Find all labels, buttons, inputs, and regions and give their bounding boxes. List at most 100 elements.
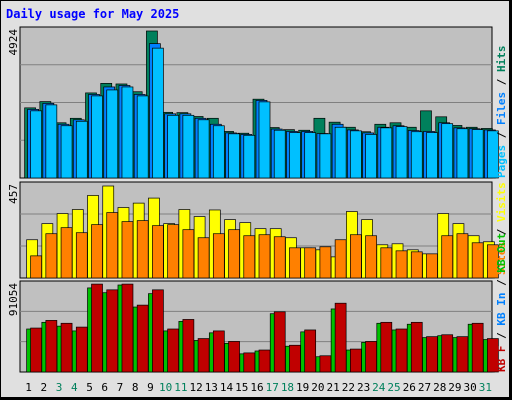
bar-sites-14 [228,229,240,279]
bar-sites-26 [410,251,423,279]
x-tick-label-17: 17 [266,381,279,394]
bar-pages-22 [350,130,362,179]
bar-kb-out-2 [45,320,58,373]
bar-pages-20 [319,133,332,179]
bar-pages-23 [365,134,377,179]
bar-kb-out-8 [136,304,149,373]
bar-pages-15 [243,134,256,179]
bar-pages-3 [60,125,73,179]
bar-kb-out-20 [319,355,332,373]
bar-kb-out-14 [228,341,240,373]
bar-pages-12 [197,119,210,179]
x-tick-label-23: 23 [357,381,370,394]
bar-kb-out-1 [30,327,42,373]
bar-sites-23 [365,235,377,279]
legend-kb: KB F / KB In / KB Out [495,233,508,372]
x-tick-label-19: 19 [296,381,309,394]
ymax-label-hits-files-pages: 4924 [7,29,20,56]
bar-kb-out-13 [212,330,225,373]
bar-sites-1 [30,255,42,279]
bar-pages-18 [289,132,301,179]
bar-sites-4 [75,232,88,279]
bar-kb-out-19 [304,329,317,373]
legend-item-kb-out: KB Out [495,233,508,273]
x-tick-label-15: 15 [235,381,248,394]
bar-sites-22 [350,234,362,279]
legend-hits-files-pages: Pages / Files / Hits [495,46,508,179]
x-tick-label-7: 7 [117,381,124,394]
x-tick-label-14: 14 [220,381,234,394]
bar-kb-out-7 [121,283,134,373]
x-tick-label-3: 3 [56,381,63,394]
bar-sites-3 [60,227,73,279]
bar-kb-out-15 [243,352,256,373]
bar-pages-26 [410,131,423,179]
legend-item-sites: Sites [495,242,508,275]
x-tick-label-27: 27 [418,381,431,394]
bar-sites-15 [243,235,256,279]
bar-sites-27 [426,253,438,279]
bar-kb-out-6 [106,289,119,373]
bar-sites-5 [91,224,103,279]
bar-kb-out-31 [487,338,499,373]
bar-sites-9 [152,225,164,279]
bar-pages-9 [152,47,164,179]
bar-sites-28 [441,235,454,279]
bar-sites-17 [273,236,286,279]
bar-pages-31 [487,130,499,179]
x-tick-label-13: 13 [205,381,218,394]
bar-kb-out-27 [426,336,438,373]
bar-sites-24 [380,247,393,279]
bar-pages-21 [334,126,347,179]
bar-pages-10 [167,114,179,179]
x-tick-label-24: 24 [372,381,386,394]
bar-pages-16 [258,101,271,179]
bar-sites-19 [304,247,317,279]
bar-sites-8 [136,220,149,279]
bar-sites-18 [289,247,301,279]
x-tick-label-21: 21 [327,381,340,394]
bar-kb-out-18 [289,344,301,373]
x-tick-label-25: 25 [387,381,400,394]
x-tick-label-1: 1 [25,381,32,394]
bar-pages-2 [45,104,58,179]
bar-kb-out-30 [471,322,484,373]
x-tick-label-22: 22 [342,381,355,394]
bar-kb-out-25 [395,328,408,373]
bar-sites-2 [45,233,58,279]
bar-kb-out-4 [75,326,88,373]
bar-sites-10 [167,224,179,279]
bar-kb-out-9 [152,289,164,373]
bar-pages-5 [91,95,103,179]
x-tick-label-12: 12 [189,381,202,394]
bar-kb-out-24 [380,321,393,373]
x-tick-label-2: 2 [41,381,48,394]
bar-pages-11 [182,114,195,179]
x-tick-label-26: 26 [403,381,416,394]
bar-pages-7 [121,86,134,179]
x-tick-label-16: 16 [250,381,263,394]
x-tick-label-28: 28 [433,381,446,394]
legend-item-pages: Pages [495,145,508,178]
ymax-label-kb: 91054 [7,283,20,316]
legend-item-visits: Visits [495,182,508,222]
legend-item-files: Files [495,92,508,125]
bar-sites-6 [106,212,119,279]
bar-kb-out-29 [456,336,469,373]
bar-sites-11 [182,229,195,279]
bar-kb-out-21 [334,302,347,373]
bar-kb-out-10 [167,328,179,373]
bar-pages-17 [273,129,286,179]
bar-pages-13 [212,125,225,179]
x-tick-label-5: 5 [86,381,93,394]
bar-kb-out-17 [273,311,286,373]
x-tick-label-9: 9 [147,381,154,394]
bar-pages-8 [136,95,149,179]
x-tick-label-6: 6 [101,381,108,394]
bar-pages-14 [228,133,240,179]
bar-kb-out-3 [60,322,73,373]
bar-sites-21 [334,239,347,279]
bar-pages-24 [380,127,393,179]
legend-item-kb-in: KB In [495,293,508,326]
bar-kb-out-11 [182,319,195,373]
